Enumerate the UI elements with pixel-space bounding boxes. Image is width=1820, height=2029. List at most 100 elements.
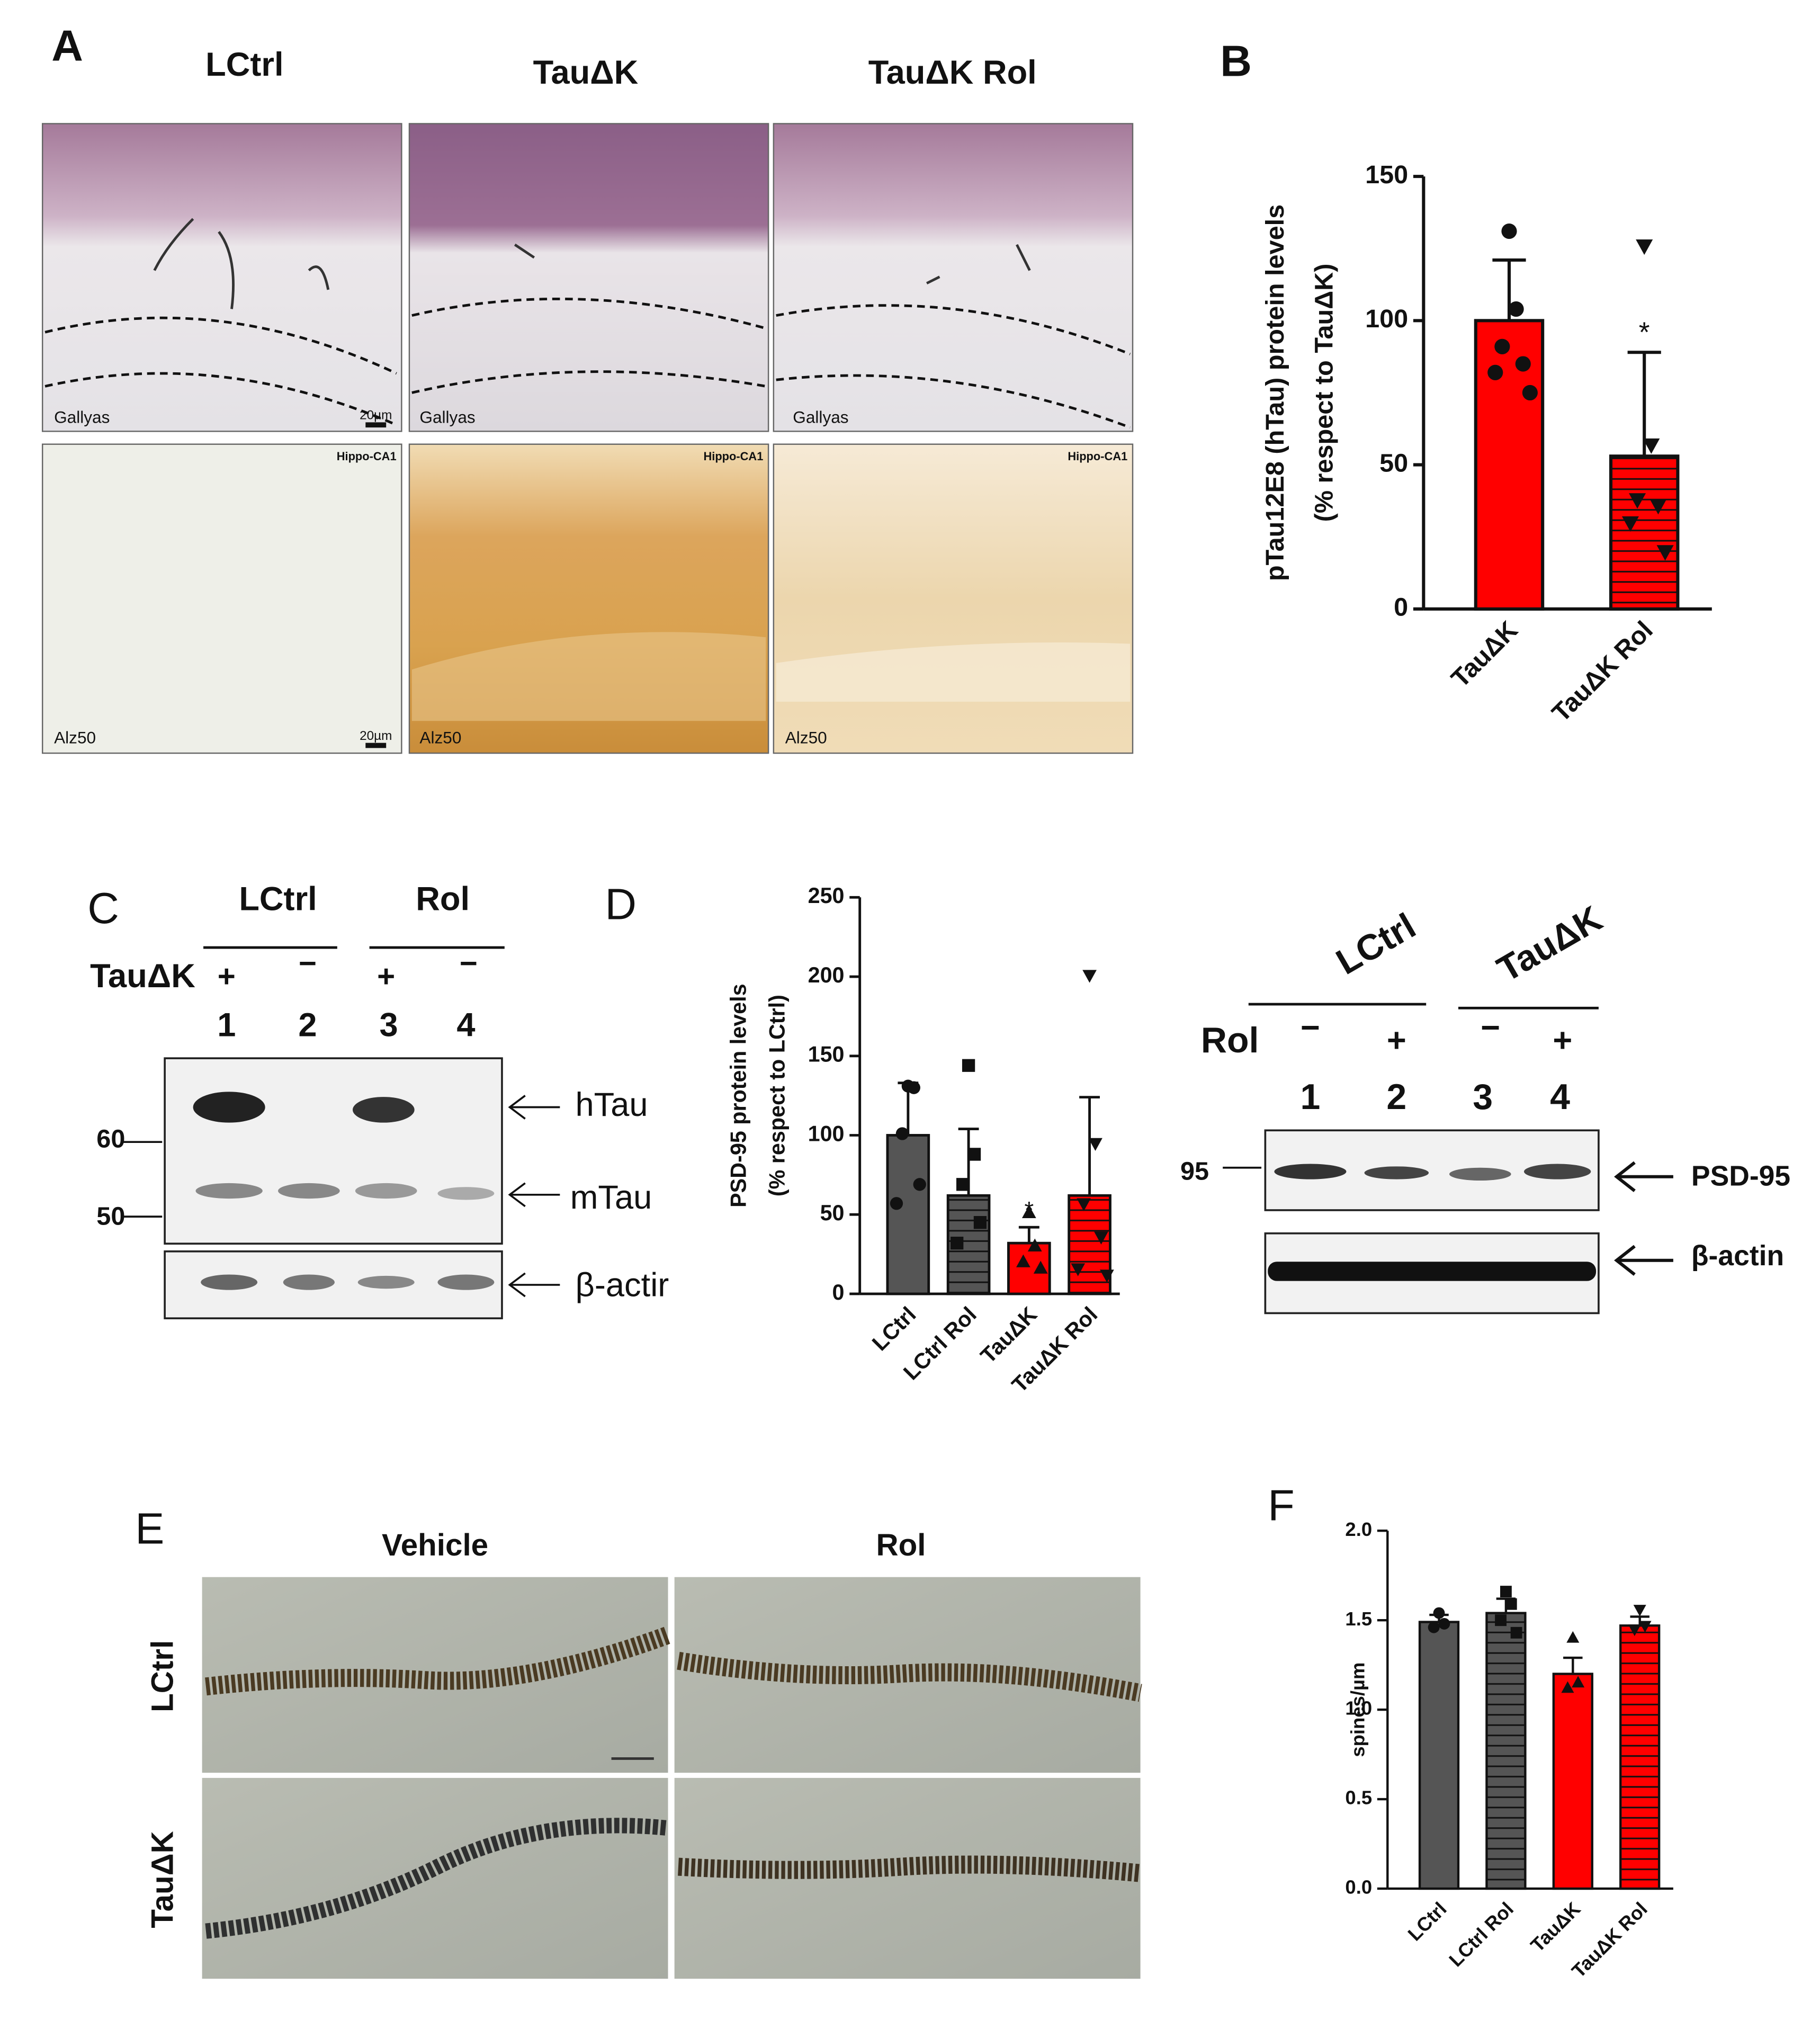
y-tick-label: 0 (832, 1280, 845, 1304)
y-axis-label: PSD-95 protein levels (727, 984, 751, 1207)
mw-marker: 50 (96, 1202, 125, 1230)
sign: + (1387, 1022, 1406, 1059)
sign: + (377, 959, 395, 994)
lane: 3 (1473, 1077, 1493, 1117)
band (201, 1274, 258, 1290)
band (1268, 1262, 1597, 1281)
band-label: β-actir (576, 1266, 669, 1303)
column-title: TauΔK (533, 54, 639, 91)
lane: 4 (456, 1006, 475, 1043)
data-point (1561, 1681, 1574, 1693)
data-point (1494, 338, 1510, 354)
dendrite (677, 1651, 1142, 1702)
mw-marker: 95 (1180, 1157, 1209, 1185)
data-point (962, 1059, 975, 1072)
row-title: LCtrl (146, 1640, 180, 1712)
panel-letter: F (1268, 1481, 1294, 1530)
dendrite (205, 1626, 671, 1696)
y-tick-label: 1.0 (1345, 1697, 1372, 1719)
y-tick-label: 100 (1365, 305, 1408, 333)
data-point (1621, 516, 1639, 532)
data-point (1510, 1626, 1522, 1639)
x-tick-label: TauΔK (1526, 1898, 1584, 1956)
lane: 1 (1301, 1077, 1321, 1117)
micrograph (773, 123, 1134, 432)
dendrite (678, 1855, 1142, 1882)
sign: − (1481, 1009, 1500, 1046)
y-tick-label: 50 (820, 1201, 845, 1225)
y-tick-label: 50 (1379, 449, 1408, 477)
data-point (1082, 970, 1097, 983)
data-point (1649, 499, 1667, 515)
y-tick-label: 0 (1394, 593, 1408, 622)
stain-label: Alz50 (785, 728, 827, 747)
blot (164, 1057, 503, 1245)
dendrite (205, 1818, 669, 1939)
band (283, 1274, 335, 1290)
layer-outline (411, 297, 766, 394)
data-point (1495, 1614, 1507, 1626)
fibers (153, 218, 1031, 309)
band-label: PSD-95 (1691, 1160, 1790, 1192)
micrograph (674, 1577, 1141, 1773)
data-point (1428, 1621, 1440, 1633)
mw-marker: 60 (96, 1125, 125, 1154)
lane: 4 (1550, 1077, 1570, 1117)
scale-bar (365, 422, 387, 428)
data-point (1501, 223, 1517, 239)
y-axis-label: (% respect to TauΔK) (1310, 264, 1338, 522)
data-point (1071, 1263, 1086, 1276)
data-point (1505, 1598, 1517, 1610)
panel-letter: E (135, 1504, 164, 1553)
sign: − (1301, 1009, 1320, 1046)
column-title: Rol (876, 1528, 926, 1562)
significance: * (1639, 317, 1650, 348)
stain-label: Alz50 (54, 728, 96, 747)
x-tick-label: TauΔK Rol (1547, 616, 1658, 728)
y-axis-label: (% respect to LCtrl) (765, 995, 789, 1196)
bar (1609, 454, 1680, 611)
data-point (1633, 1605, 1646, 1616)
micrograph (773, 443, 1134, 754)
data-point (1487, 364, 1503, 380)
band-label: hTau (576, 1086, 648, 1123)
data-point (895, 1127, 909, 1140)
data-point (1572, 1676, 1585, 1688)
row-label: Rol (1201, 1020, 1259, 1060)
sign: − (460, 946, 478, 981)
data-point (951, 1236, 964, 1250)
x-tick-label: LCtrl (867, 1302, 921, 1356)
data-point (1629, 493, 1646, 509)
band (437, 1187, 495, 1200)
micrograph (41, 123, 402, 432)
x-tick-label: LCtrl (1404, 1898, 1451, 1945)
sign: + (218, 959, 236, 994)
region-label: Hippo-CA1 (703, 450, 763, 463)
data-point (1522, 385, 1538, 401)
lane: 2 (1386, 1077, 1406, 1117)
band (355, 1183, 417, 1199)
panel-letter: D (605, 880, 636, 929)
micrograph (408, 123, 769, 432)
data-point (1656, 545, 1674, 561)
data-point (913, 1178, 926, 1191)
data-point (1077, 1198, 1091, 1211)
data-point (1088, 1138, 1102, 1151)
data-point (1021, 1205, 1036, 1218)
data-point (907, 1081, 920, 1094)
data-point (1438, 1617, 1450, 1630)
y-axis-label: spines/µm (1347, 1662, 1368, 1757)
y-axis-label: pTau12E8 (hTau) protein levels (1261, 204, 1289, 581)
band (437, 1274, 495, 1290)
data-point (1433, 1607, 1445, 1619)
column-title: Vehicle (382, 1528, 488, 1562)
data-point (1033, 1261, 1048, 1274)
micrograph (41, 443, 402, 754)
region-label: Hippo-CA1 (1068, 450, 1127, 463)
band (193, 1092, 265, 1123)
bar-chart: 0 50 100 150 pTau12E8 (hTau) protein levels (… (1261, 160, 1712, 728)
bar (1418, 1621, 1460, 1890)
data-point (1500, 1586, 1512, 1598)
scale-bar (365, 743, 387, 748)
region-label: Hippo-CA1 (337, 450, 397, 463)
